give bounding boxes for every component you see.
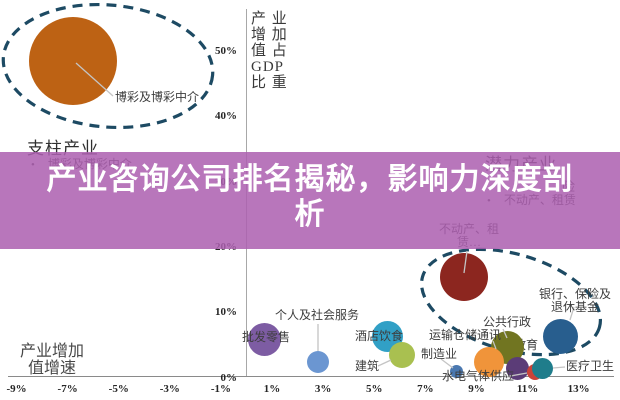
x-axis-line <box>8 376 614 377</box>
bubble-public-administration <box>490 331 524 365</box>
x-tick--7%: -7% <box>57 383 78 395</box>
bubble-transport-storage-comms <box>474 347 505 378</box>
label-gaming: 博彩及博彩中介 <box>115 90 200 104</box>
label-wholesale-retail: 批发零售 <box>241 330 291 344</box>
label-personal-social-services: 个人及社会服务 <box>274 308 360 322</box>
bubble-wholesale-retail <box>247 323 281 357</box>
x-tick--5%: -5% <box>108 383 129 395</box>
leader-line <box>502 328 508 339</box>
y-tick-50%: 50% <box>215 45 237 57</box>
x-tick-1%: 1% <box>263 383 281 395</box>
pillar-industry-ellipse <box>1 2 215 130</box>
x-tick-9%: 9% <box>468 383 485 395</box>
label-education: 教育 <box>514 338 539 352</box>
x-tick--3%: -3% <box>159 383 180 395</box>
bubble-hotels-catering <box>371 320 403 352</box>
y-tick-40%: 40% <box>215 110 237 123</box>
label-hotels-catering: 酒店饮食 <box>354 329 404 343</box>
leader-line <box>569 306 575 321</box>
y-tick-0%: 0% <box>220 371 238 384</box>
bubble-personal-social-services <box>307 351 330 374</box>
x-tick-3%: 3% <box>314 383 332 395</box>
label-banking-insurance-pension: 银行、保险及 退休基金 <box>538 287 612 314</box>
bubble-gaming <box>28 17 117 106</box>
title-banner: 产业咨询公司排名揭秘，影响力深度剖 析 <box>0 152 620 249</box>
label-public-administration: 公共行政 <box>483 315 532 329</box>
x-tick-7%: 7% <box>417 383 434 395</box>
y-tick-10%: 10% <box>215 306 237 319</box>
y-axis-title: 产 业 增 加 值 占 GDP 比 重 <box>251 11 288 91</box>
x-tick-11%: 11% <box>516 383 539 395</box>
label-manufacturing: 制造业 <box>421 347 458 361</box>
x-tick--9%: -9% <box>6 383 27 395</box>
x-axis-title: 产业增加 值增速 <box>19 343 84 377</box>
leader-line <box>492 340 497 350</box>
bubble-utilities-water-electricity-gas <box>527 363 544 380</box>
page-title: 产业咨询公司排名揭秘，影响力深度剖 析 <box>0 152 620 232</box>
bubble-banking-insurance-pension <box>543 318 579 354</box>
label-transport-storage-comms: 运输仓储通讯 <box>429 328 502 342</box>
leader-line <box>463 250 468 274</box>
leader-line <box>377 359 392 367</box>
leader-line <box>440 358 454 369</box>
potential-industry-ellipse <box>419 247 603 357</box>
leader-line <box>75 62 114 97</box>
x-tick-5%: 5% <box>366 383 383 395</box>
x-tick-13%: 13% <box>567 383 590 395</box>
label-healthcare: 医疗卫生 <box>566 359 615 373</box>
bubble-construction <box>389 341 416 368</box>
page-title-line2: 析 <box>294 198 326 231</box>
page-title-line1: 产业咨询公司排名揭秘，影响力深度剖 <box>46 163 574 196</box>
label-construction: 建筑 <box>355 359 380 373</box>
x-tick--1%: -1% <box>210 383 232 395</box>
bubble-real-estate-leasing <box>439 253 488 302</box>
leader-line <box>552 366 566 369</box>
